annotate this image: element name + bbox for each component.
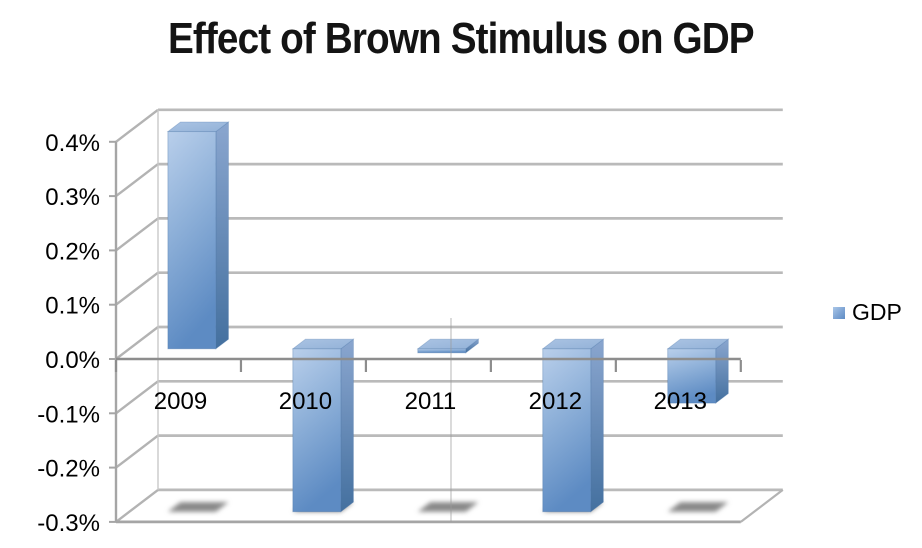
floor-shadow-2011 [417,502,479,512]
bar-2009 [166,121,230,350]
y-axis-label--0.1%: -0.1% [37,401,100,428]
legend-swatch-gdp [833,306,845,319]
y-axis-label-0.3%: 0.3% [45,184,100,211]
bar-side-face [715,338,729,404]
legend: GDP [833,301,902,324]
bar-side-face [590,338,604,513]
y-axis-label-0.0%: 0.0% [45,347,100,374]
floor-right-edge [740,489,784,523]
floor-shadow-2013 [667,502,729,512]
y-axis-label-0.1%: 0.1% [45,293,100,320]
side-wall-gridline [115,271,159,306]
y-axis-label--0.2%: -0.2% [37,456,100,483]
bar-2010 [291,338,355,513]
side-wall-gridline [115,380,159,415]
side-wall-gridline [115,108,159,143]
side-wall-gridline [115,163,159,198]
x-axis-label-2009: 2009 [154,388,207,415]
x-axis-label-2011: 2011 [405,388,457,415]
bar-side-face [340,338,354,513]
x-axis-label-2010: 2010 [279,388,332,415]
bar-2012 [541,338,605,513]
y-axis-label-0.4%: 0.4% [45,130,100,157]
y-axis-label-0.2%: 0.2% [45,238,100,265]
chart-title-text: Effect of Brown Stimulus on GDP [168,14,755,63]
bar-side-face [215,121,229,350]
bar-front-face [292,348,342,513]
chart-title: Effect of Brown Stimulus on GDP [0,14,922,63]
y-axis-label--0.3%: -0.3% [37,510,100,537]
side-wall-gridline [115,217,159,252]
bar-2011 [416,338,480,354]
side-wall-gridline [115,488,159,523]
side-wall-gridline [115,326,159,360]
bar-front-face [417,348,467,354]
side-wall-gridline [115,434,159,469]
bar-front-face [542,348,592,513]
floor-shadow-2009 [167,502,229,512]
bar-front-face [167,131,217,350]
legend-label-gdp: GDP [852,299,902,325]
x-axis-label-2012: 2012 [529,388,582,415]
x-axis-label-2013: 2013 [654,388,707,415]
